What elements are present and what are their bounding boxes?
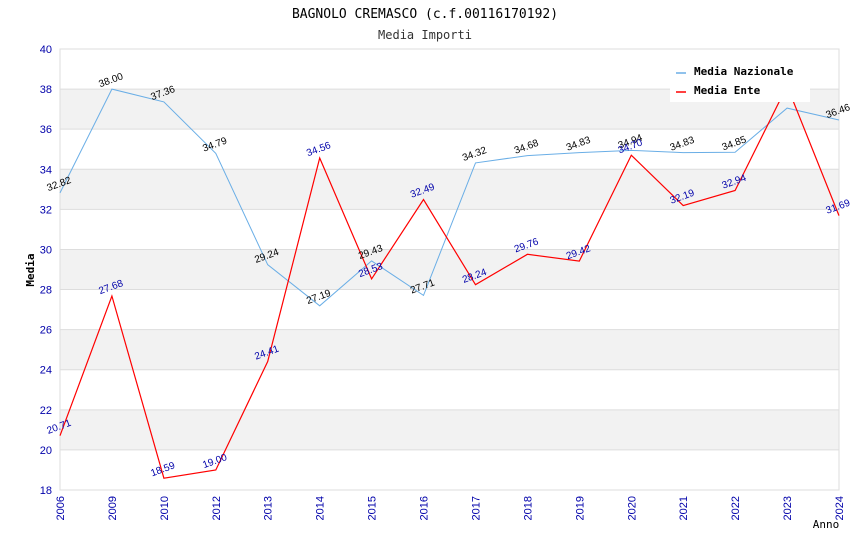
data-label-nazionale: 34.32 — [461, 145, 489, 164]
x-axis: 2006 2009 2010 2012 2013 2014 2015 2016 2017 2018… — [55, 496, 846, 520]
y-tick-label: 30 — [40, 244, 52, 256]
data-label-nazionale: 34.85 — [721, 134, 749, 153]
x-tick-label: 2024 — [834, 496, 846, 520]
chart-subtitle: Media Importi — [378, 28, 472, 42]
chart-title: BAGNOLO CREMASCO (c.f.00116170192) — [292, 7, 558, 22]
legend: Media Nazionale Media Ente — [670, 60, 810, 102]
y-tick-label: 22 — [40, 405, 52, 417]
x-tick-label: 2020 — [626, 496, 638, 520]
data-label-nazionale: 34.79 — [201, 135, 229, 154]
data-label-nazionale: 34.68 — [513, 138, 541, 157]
data-label-nazionale: 38.00 — [97, 71, 125, 90]
data-label-ente: 34.56 — [305, 140, 333, 159]
y-tick-label: 18 — [40, 485, 52, 497]
x-tick-label: 2022 — [730, 496, 742, 520]
series-layer — [59, 84, 840, 479]
y-tick-label: 34 — [40, 164, 52, 176]
x-tick-label: 2018 — [522, 496, 534, 520]
grid-band — [60, 249, 839, 290]
series-line-media-nazionale — [59, 88, 840, 307]
grid-band — [60, 329, 839, 370]
x-tick-label: 2017 — [470, 496, 482, 520]
legend-label-naz: Media Nazionale — [694, 65, 794, 78]
x-tick-label: 2014 — [315, 496, 327, 520]
y-axis-label: Media — [24, 253, 37, 286]
x-tick-label: 2013 — [263, 496, 275, 520]
y-tick-label: 40 — [40, 44, 52, 56]
data-label-nazionale: 34.83 — [565, 135, 593, 154]
x-tick-label: 2019 — [574, 496, 586, 520]
x-axis-label: Anno — [813, 518, 840, 531]
x-tick-label: 2009 — [107, 496, 119, 520]
x-tick-label: 2010 — [159, 496, 171, 520]
y-tick-label: 26 — [40, 325, 52, 337]
x-tick-label: 2012 — [211, 496, 223, 520]
y-tick-label: 36 — [40, 124, 52, 136]
x-tick-label: 2023 — [782, 496, 794, 520]
y-tick-label: 24 — [40, 365, 52, 377]
x-tick-label: 2021 — [678, 496, 690, 520]
y-tick-label: 20 — [40, 445, 52, 457]
y-tick-label: 32 — [40, 204, 52, 216]
legend-label-ente: Media Ente — [694, 84, 761, 97]
data-label-ente: 19.00 — [201, 452, 229, 471]
series-line-media-ente — [59, 84, 840, 479]
grid-band — [60, 409, 839, 450]
x-tick-label: 2016 — [419, 496, 431, 520]
legend-box — [670, 60, 810, 102]
grid-bands — [60, 89, 839, 450]
grid-band — [60, 169, 839, 210]
data-label-nazionale: 27.19 — [305, 288, 333, 307]
y-tick-label: 28 — [40, 285, 52, 297]
x-tick-label: 2006 — [55, 496, 67, 520]
plot-area — [59, 48, 840, 491]
y-tick-label: 38 — [40, 84, 52, 96]
y-axis: 18 20 22 24 26 28 30 32 34 36 38 40 — [40, 44, 52, 497]
x-tick-label: 2015 — [367, 496, 379, 520]
data-label-nazionale: 34.83 — [669, 135, 697, 154]
